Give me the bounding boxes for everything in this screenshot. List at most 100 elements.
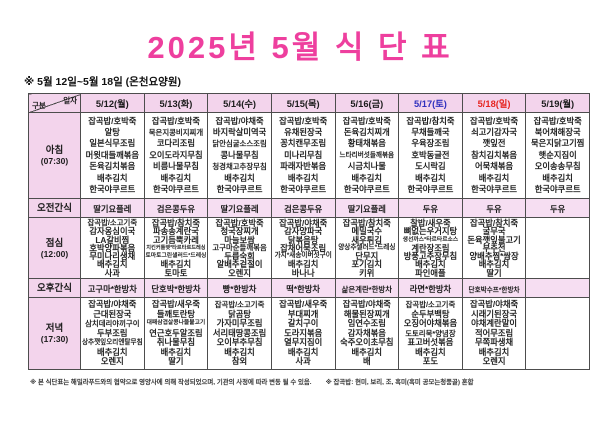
menu-item: 잡곡밥/호박죽 xyxy=(470,115,519,126)
menu-cell: 잡곡밥/호박죽 북어채해장국 묵은지닭고기찜 햇순지짐이 오이송송무침 배추김치 한국야쿠르… xyxy=(525,112,590,199)
snack-item: 검은콩두유 xyxy=(284,204,323,214)
footnote-main: ※ 본 식단표는 해밀라푸드와의 협약으로 영양사에 의해 작성되었으며, 기관… xyxy=(30,379,312,386)
menu-item: 잡곡밥/소고기죽 xyxy=(405,299,456,309)
snack-item: 딸기요플레 xyxy=(347,204,386,214)
menu-item: 참치김치볶음 xyxy=(471,149,517,160)
menu-cell: 잡곡밥/호박죽 묵은지콩비지찌개 코다리조림 오이도라지무침 비름나물무침 배추김치 한국야… xyxy=(143,112,209,199)
menu-item: 감자채볶음 xyxy=(347,327,386,338)
menu-item: 배추김치 xyxy=(478,346,510,357)
menu-item: 잡곡밥/소고기죽 xyxy=(214,299,265,309)
menu-item: 배추김치 xyxy=(97,259,128,270)
menu-item: 딸기 xyxy=(486,267,502,278)
menu-cell: 잡곡밥/야채죽 감자양파국 닭볶음탕 잡채어묵조림 가지*새송이버섯구이 배추김치 바나나 xyxy=(270,217,336,279)
row-label-time: (07:30) xyxy=(40,156,69,166)
menu-item: 햇순지짐이 xyxy=(538,149,577,160)
menu-item: 숙주오이초무침 xyxy=(340,337,394,348)
menu-cell: 잡곡밥/새우죽 들깨토란탕 대패삼겹살콩나물불고기 연근호두알조림 취나물무침 배추김치 딸… xyxy=(143,297,209,370)
snack-item: 떡*한방차 xyxy=(286,284,321,294)
menu-item: 배추김치 xyxy=(287,259,319,270)
menu-cell: 잡곡밥/참치죽 파송송계란국 고기듬뿍카레 치킨커틀렛*타르타르드레싱 토마토그린샐러드… xyxy=(143,217,209,279)
menu-item: 배추김치 xyxy=(287,346,319,357)
menu-item: 일본식무조림 xyxy=(89,138,136,149)
snack-item: 딸기요플레 xyxy=(93,204,132,214)
menu-item: 잡곡밥/호박죽 xyxy=(151,115,200,126)
snack-cell: 두유 xyxy=(525,198,590,218)
menu-item: 청경채고추장무침 xyxy=(212,162,267,172)
menu-item: 상추깻잎오리엔탈무침 xyxy=(81,339,143,347)
menu-item: 바나나 xyxy=(291,267,315,278)
menu-item: 한국야쿠르트 xyxy=(471,184,517,195)
menu-item: 어묵채볶음 xyxy=(474,161,514,172)
menu-item: 콩나물무침 xyxy=(220,149,259,160)
footnote: ※ 본 식단표는 해밀라푸드와의 협약으로 영양사에 의해 작성되었으며, 기관… xyxy=(30,377,600,386)
menu-item: 시래기된장국 xyxy=(471,308,517,319)
menu-item: 배추김치 xyxy=(415,259,446,270)
menu-item: 새우튀김 xyxy=(351,234,383,245)
menu-item: 야채계란말이 xyxy=(471,318,517,329)
menu-item: 뼈없는우거지탕 xyxy=(403,226,458,237)
snack-cell: 두유 xyxy=(461,198,527,218)
menu-table: 일자 구분 5/12(월) 5/13(화) 5/14(수) 5/15(목) 5/16(금) 5… xyxy=(28,93,590,370)
menu-cell: 찰밥/새우죽 뼈없는우거지탕 생선까스*타르타르소스 계란장조림 방풍고추장무침 배추김치… xyxy=(398,217,463,279)
menu-item: 포기김치 xyxy=(351,259,383,270)
snack-cell: 떡*한방차 xyxy=(270,278,336,298)
menu-item: 무쪽파생채 xyxy=(474,337,514,348)
menu-item: 유채된장국 xyxy=(284,126,323,137)
menu-cell xyxy=(525,217,590,279)
menu-item: 순두부백탕 xyxy=(411,308,450,319)
menu-item: 딸기 xyxy=(168,356,184,367)
menu-item: 배추김치 xyxy=(287,172,319,183)
menu-item: 머윗대들깨볶음 xyxy=(85,149,140,160)
snack-cell: 단호박수프*한방차 xyxy=(461,278,527,298)
snack-cell: 딸기요플레 xyxy=(207,198,272,218)
snack-item: 단호박*한방차 xyxy=(151,284,201,294)
menu-item: 표고버섯볶음 xyxy=(407,337,454,348)
menu-item: 파래자반볶음 xyxy=(280,161,327,172)
menu-item: 배추김치 xyxy=(224,172,255,183)
menu-item: 한국야쿠르트 xyxy=(407,184,454,195)
snack-cell: 딸기요플레 xyxy=(334,198,400,218)
menu-item: 도라지볶음 xyxy=(284,327,323,338)
menu-item: 잡곡밥/호박죽 xyxy=(342,115,391,126)
menu-item: 오렌지 xyxy=(100,356,124,367)
menu-item: 잡곡밥/호박죽 xyxy=(279,115,328,126)
menu-cell: 잡곡밥/소고기죽 순두부백탕 오징어야채볶음 도토리묵*양념장 표고버섯볶음 배추김치 포도 xyxy=(398,297,463,370)
menu-table-body: 일자 구분 5/12(월) 5/13(화) 5/14(수) 5/15(목) 5/16(금) 5… xyxy=(28,93,590,370)
menu-cell: 잡곡밥/야채죽 해물된장찌개 임연수조림 감자채볶음 숙주오이초무침 배추김치 배 xyxy=(334,297,400,370)
menu-item: 굴무국 xyxy=(482,226,506,237)
snack-item: 빵*한방차 xyxy=(222,284,257,294)
menu-item: 파송송계란국 xyxy=(153,226,199,237)
menu-item: 느타리버섯들깨볶음 xyxy=(339,151,395,159)
date-header: 5/17(토) xyxy=(398,93,463,113)
menu-item: 돈육깻잎불고기 xyxy=(467,234,521,245)
menu-item: 배추김치 xyxy=(97,346,128,357)
menu-item: LA갈비찜 xyxy=(95,234,130,245)
menu-item: 고기듬뿍카레 xyxy=(153,234,199,245)
menu-item: 돈육김치볶음 xyxy=(89,161,136,172)
menu-item: 방풍고추장무침 xyxy=(403,251,458,262)
menu-item: 알배추겉절이 xyxy=(216,259,263,270)
menu-item: 닭곰탕 xyxy=(228,308,252,319)
menu-item: 잡곡밥/새우죽 xyxy=(151,298,200,309)
menu-item: 잡곡밥/야채죽 xyxy=(342,298,391,309)
menu-item: 돈육김치찌개 xyxy=(343,126,390,137)
menu-item: 잡곡밥/야채죽 xyxy=(215,115,264,126)
menu-cell: 잡곡밥/야채죽 시래기된장국 야채계란말이 적어무조림 무쪽파생채 배추김치 오렌지 xyxy=(461,297,527,370)
menu-item: 잡곡밥/참치죽 xyxy=(470,218,519,229)
row-label-text: 오후간식 xyxy=(37,282,72,294)
menu-item: 묵은지닭고기찜 xyxy=(530,138,585,149)
menu-cell: 잡곡밥/야채죽 근대된장국 삼치데리야끼구이 두부조림 상추깻잎오리엔탈무침 배추김치 오렌… xyxy=(80,297,145,370)
menu-item: 배추김치 xyxy=(224,346,255,357)
menu-item: 묵은지콩비지찌개 xyxy=(148,127,204,137)
date-header: 5/19(월) xyxy=(525,93,590,113)
menu-item: 잡곡밥/참치죽 xyxy=(151,218,200,229)
menu-item: 포도 xyxy=(422,356,439,367)
menu-item: 감자옹심이국 xyxy=(89,226,136,237)
row-label-breakfast: 아침 (07:30) xyxy=(28,112,81,199)
menu-item: 잡곡밥/소고기죽 xyxy=(87,218,138,228)
snack-cell: 검은콩두유 xyxy=(270,198,336,218)
menu-item: 바지락살미역국 xyxy=(212,126,267,137)
menu-item: 서리태땅콩조림 xyxy=(212,327,267,338)
meal-row-lunch: 점심 (12:00) 잡곡밥/소고기죽 감자옹심이국 LA갈비찜 호박양파볶음 무미나리생채… xyxy=(28,217,590,279)
